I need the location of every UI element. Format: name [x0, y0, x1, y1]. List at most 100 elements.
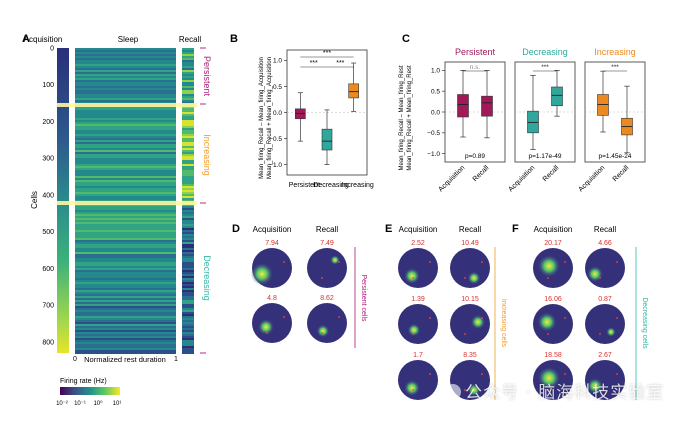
- cells-tick-label: 500: [42, 229, 54, 236]
- place-field-hotspot: [467, 271, 481, 285]
- place-field-hotspot: [537, 254, 561, 278]
- acquisition-heatmap: [57, 48, 69, 353]
- d-col-recall: Recall: [316, 225, 338, 234]
- col-label-recall: Recall: [179, 35, 201, 44]
- position-marker: [616, 317, 618, 319]
- place-field-hotspot: [537, 366, 561, 390]
- position-marker: [547, 389, 549, 391]
- group-label-decreasing: Decreasing: [202, 255, 212, 301]
- panel-c-sig: n.s.: [470, 64, 481, 71]
- f-group-label: Decreasing cells: [641, 297, 648, 349]
- panel-c-title: Persistent: [455, 47, 496, 57]
- place-field-hotspot: [404, 380, 420, 396]
- panel-b-boxplot: 1.0 0.5 0.0 −0.5 −1.0 PersistentDecreasingInc…: [269, 50, 374, 189]
- panel-c-sig: ***: [611, 64, 619, 71]
- peak-rate-label: 1.7: [413, 352, 423, 359]
- place-field-hotspot: [606, 327, 616, 337]
- peak-rate-label: 1.39: [411, 296, 425, 303]
- peak-rate-label: 20.17: [544, 240, 562, 247]
- peak-rate-label: 8.35: [463, 352, 477, 359]
- position-marker: [321, 277, 323, 279]
- position-marker: [429, 373, 431, 375]
- panel-c-title: Increasing: [594, 47, 636, 57]
- panel-c-category: Recall: [472, 164, 491, 183]
- watermark: 公众号 · 脑海科技实验室: [445, 378, 664, 403]
- colorbar: [60, 387, 120, 395]
- position-marker: [564, 317, 566, 319]
- position-marker: [616, 373, 618, 375]
- position-marker: [266, 332, 268, 334]
- cells-axis-label: Cells: [30, 191, 39, 209]
- colorbar-tick: 10⁻¹: [74, 401, 86, 407]
- place-field-hotspot: [467, 383, 481, 397]
- d-group-label: Persistent cells: [360, 274, 367, 322]
- cells-tick-label: 300: [42, 156, 54, 163]
- position-marker: [564, 373, 566, 375]
- position-marker: [321, 332, 323, 334]
- position-marker: [481, 261, 483, 263]
- x-axis-label: Normalized rest duration: [84, 355, 166, 364]
- position-marker: [283, 316, 285, 318]
- position-marker: [616, 261, 618, 263]
- cells-tick-label: 700: [42, 303, 54, 310]
- x-start-tick: 0: [73, 356, 77, 363]
- group-boundary-1: [57, 103, 197, 107]
- peak-rate-label: 8.62: [320, 295, 334, 302]
- place-field-map: [307, 303, 347, 343]
- d-col-acquisition: Acquisition: [253, 225, 292, 234]
- peak-rate-label: 10.49: [461, 240, 479, 247]
- position-marker: [429, 317, 431, 319]
- position-marker: [464, 389, 466, 391]
- position-marker: [412, 389, 414, 391]
- place-field-hotspot: [330, 255, 340, 265]
- place-field-hotspot: [470, 314, 486, 330]
- panel-b-ylabel-2: Mean_firing_Recall + Mean_firing_Acquisi…: [267, 57, 273, 179]
- cells-axis: 0 100 200 300 400 500 600 700 800: [42, 46, 54, 347]
- position-marker: [412, 277, 414, 279]
- panel-b-sig: ***: [310, 60, 318, 67]
- wechat-icon: [445, 384, 461, 400]
- panel-c-box: [481, 69, 493, 139]
- panel-b-ylabel-1: Mean_firing_Recall – Mean_firing_Acquisi…: [259, 57, 265, 179]
- e-col-acquisition: Acquisition: [399, 225, 438, 234]
- x-end-tick: 1: [174, 356, 178, 363]
- panel-b-sig: ***: [336, 60, 344, 67]
- group-label-increasing: Increasing: [202, 134, 212, 176]
- place-field-map: [585, 304, 625, 344]
- place-field-maps: 7.94 7.49 4.8 8.62 2.52 10.49 1.39 10.15 1.7 8.35…: [250, 240, 625, 400]
- col-label-acquisition: Acquisition: [24, 35, 63, 44]
- cells-tick-label: 800: [42, 339, 54, 346]
- position-marker: [481, 373, 483, 375]
- place-field-hotspot: [407, 323, 421, 337]
- position-marker: [464, 277, 466, 279]
- panel-c-box: [597, 70, 609, 133]
- panel-c-pvalue: p=1.17e-49: [528, 153, 561, 160]
- panel-b-category: Increasing: [342, 182, 374, 189]
- panel-b-ytick: 1.0: [273, 58, 282, 65]
- position-marker: [599, 277, 601, 279]
- position-marker: [283, 261, 285, 263]
- panel-c-category: Acquisition: [508, 164, 537, 193]
- position-marker: [599, 333, 601, 335]
- place-field-hotspot: [258, 319, 274, 335]
- place-field-map: [307, 248, 347, 288]
- position-marker: [412, 333, 414, 335]
- peak-rate-label: 18.58: [544, 352, 562, 359]
- panel-c-boxplots: 1.0 0.5 0.0 −0.5 −1.0 Persistent n.s. p=0.89 Acq…: [427, 47, 646, 193]
- panel-f-letter: F: [512, 223, 519, 235]
- panel-b-ytick: −1.0: [269, 162, 282, 169]
- panel-c-ytick: −0.5: [427, 130, 440, 137]
- position-marker: [481, 317, 483, 319]
- panel-c-title: Decreasing: [522, 47, 568, 57]
- colorbar-title: Firing rate (Hz): [60, 378, 107, 385]
- peak-rate-label: 2.67: [598, 352, 612, 359]
- panel-c-pvalue: p=0.89: [465, 153, 485, 160]
- position-marker: [266, 277, 268, 279]
- cells-tick-label: 0: [50, 46, 54, 53]
- position-marker: [429, 261, 431, 263]
- peak-rate-label: 16.06: [544, 296, 562, 303]
- colorbar-tick: 10⁻²: [56, 401, 68, 407]
- panel-c-box: [621, 85, 633, 154]
- peak-rate-label: 0.87: [598, 296, 612, 303]
